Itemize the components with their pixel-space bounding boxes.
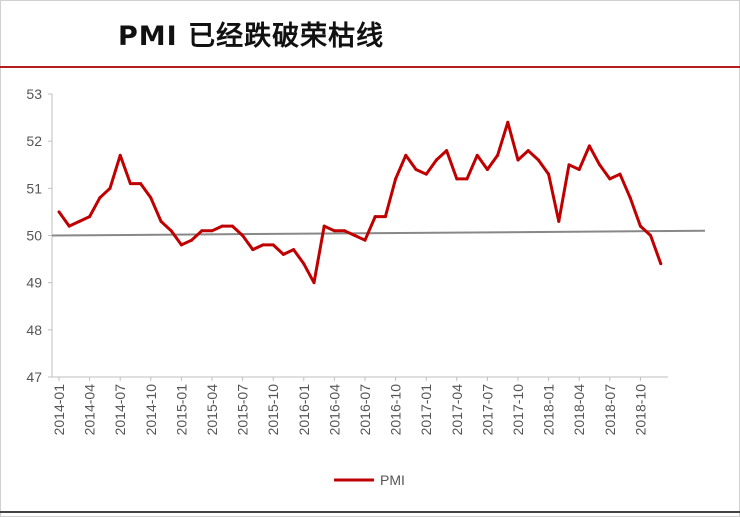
data-point	[302, 262, 306, 266]
data-point	[394, 177, 398, 181]
x-tick-label: 2014-04	[82, 384, 98, 436]
data-point	[118, 153, 122, 157]
data-point	[475, 153, 479, 157]
data-point	[373, 215, 377, 219]
x-tick-label: 2014-01	[51, 384, 67, 436]
data-point	[67, 224, 71, 228]
data-point	[77, 219, 81, 223]
x-tick-label: 2016-10	[388, 384, 404, 436]
data-point	[577, 167, 581, 171]
data-point	[210, 229, 214, 233]
x-tick-label: 2016-07	[357, 384, 373, 436]
reference-line-50	[51, 229, 706, 237]
bottom-border	[0, 511, 740, 513]
x-tick-label: 2016-01	[296, 384, 312, 436]
y-axis: 47 48 49 50 51 52 53	[26, 86, 53, 385]
data-point	[139, 182, 143, 186]
data-point	[343, 229, 347, 233]
data-point	[57, 210, 61, 214]
data-point	[567, 163, 571, 167]
data-point	[506, 120, 510, 124]
x-tick-label: 2017-07	[479, 384, 495, 436]
y-tick-label: 49	[26, 275, 42, 291]
data-point	[322, 224, 326, 228]
data-point	[547, 172, 551, 176]
data-point	[292, 248, 296, 252]
x-tick-label: 2016-04	[326, 384, 342, 436]
data-point	[149, 196, 153, 200]
data-point	[251, 248, 255, 252]
data-point	[465, 177, 469, 181]
data-point	[353, 234, 357, 237]
y-tick-label: 52	[26, 133, 42, 149]
data-point	[98, 196, 102, 200]
x-tick-label: 2014-07	[112, 384, 128, 436]
data-point	[618, 172, 622, 176]
data-point	[363, 238, 367, 242]
data-point	[496, 153, 500, 157]
plot-area	[51, 120, 706, 285]
x-tick-label: 2018-10	[632, 384, 648, 436]
chart-title: PMI 已经跌破荣枯线	[118, 21, 385, 52]
data-point	[445, 149, 449, 153]
data-point	[628, 196, 632, 200]
y-tick-label: 48	[26, 322, 42, 338]
data-point	[169, 229, 173, 233]
x-tick-label: 2017-04	[449, 384, 465, 436]
data-point	[608, 177, 612, 181]
data-point	[516, 158, 520, 162]
data-point	[271, 243, 275, 247]
x-tick-label: 2018-01	[541, 384, 557, 436]
data-point	[128, 182, 132, 186]
data-point	[159, 219, 163, 223]
data-point	[108, 186, 112, 190]
x-tick-label: 2015-10	[265, 384, 281, 436]
data-point	[638, 224, 642, 228]
x-tick-label: 2017-10	[510, 384, 526, 436]
x-axis: 2014-01 2014-04 2014-07 2014-10 2015-01 2015-…	[51, 376, 668, 436]
legend-label-pmi: PMI	[380, 472, 405, 488]
y-tick-label: 50	[26, 228, 42, 244]
data-point	[88, 215, 92, 219]
data-point	[455, 177, 459, 181]
data-point	[312, 281, 316, 285]
data-point	[414, 167, 418, 171]
data-point	[485, 167, 489, 171]
data-point	[200, 229, 204, 233]
x-tick-label: 2014-10	[143, 384, 159, 436]
data-point	[526, 149, 530, 153]
data-point	[598, 163, 602, 167]
x-tick-label: 2015-07	[235, 384, 251, 436]
data-point	[261, 243, 265, 247]
legend: PMI	[334, 472, 405, 488]
data-point	[281, 252, 285, 256]
data-point	[220, 224, 224, 228]
y-tick-label: 47	[26, 369, 42, 385]
x-tick-label: 2018-04	[571, 384, 587, 436]
data-point	[230, 224, 234, 228]
y-tick-label: 51	[26, 180, 42, 196]
data-point	[659, 262, 663, 266]
data-point	[587, 144, 591, 148]
data-point	[424, 172, 428, 176]
data-point	[241, 234, 245, 237]
x-tick-label: 2015-01	[173, 384, 189, 436]
data-point	[557, 219, 561, 223]
data-point	[383, 215, 387, 219]
x-tick-label: 2018-07	[602, 384, 618, 436]
y-tick-label: 53	[26, 86, 42, 102]
data-point	[190, 238, 194, 242]
data-point	[332, 229, 336, 233]
x-tick-label: 2017-01	[418, 384, 434, 436]
data-point	[649, 234, 653, 237]
series-line-pmi	[57, 120, 663, 285]
title-underline	[0, 66, 740, 68]
data-point	[404, 153, 408, 157]
data-point	[536, 158, 540, 162]
x-tick-label: 2015-04	[204, 384, 220, 436]
data-point	[434, 158, 438, 162]
data-point	[179, 243, 183, 247]
